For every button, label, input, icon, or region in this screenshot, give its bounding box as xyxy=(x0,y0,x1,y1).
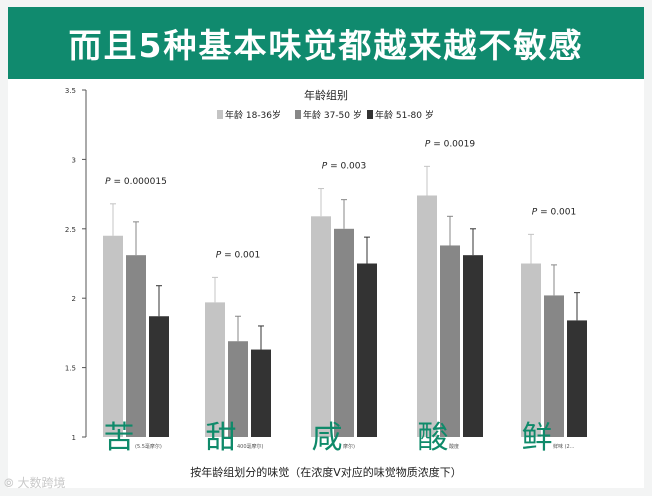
watermark-logo-icon: ⦾ xyxy=(4,476,14,490)
chart-panel: 3.5 3 2.5 2 1.5 1 年龄组别年龄 18-36岁 年龄 37-50 岁 年龄 51… xyxy=(8,79,644,488)
category-label: 酸 xyxy=(418,420,449,456)
bar xyxy=(544,295,564,437)
y-tick-label: 2.5 xyxy=(65,226,76,234)
bar xyxy=(205,302,225,437)
category-sublabel: (5.5毫摩尔) xyxy=(135,443,162,450)
bar xyxy=(357,263,377,437)
watermark-text: 大数跨境 xyxy=(17,476,66,490)
banner-title: 而且5种基本味觉都越来越不敏感 xyxy=(68,26,584,65)
bar xyxy=(103,235,123,437)
watermark: ⦾ 大数跨境 xyxy=(4,474,65,491)
legend-swatch xyxy=(217,110,223,119)
bar xyxy=(228,341,248,437)
y-tick-label: 1 xyxy=(72,434,76,442)
p-value-label: P = 0.001 xyxy=(216,250,260,260)
category-label: 甜 xyxy=(206,420,237,456)
bar xyxy=(311,216,331,437)
bar xyxy=(567,320,587,437)
y-tick-label: 1.5 xyxy=(65,365,76,373)
legend-label: 年龄 18-36岁 xyxy=(225,109,281,121)
y-tick-label: 3.5 xyxy=(65,87,76,95)
legend-label: 年龄 37-50 岁 xyxy=(303,109,362,121)
category-sublabel: 400毫摩尔) xyxy=(237,443,264,450)
bar xyxy=(521,263,541,437)
bar xyxy=(126,255,146,437)
category-sublabel: 鲜味 (2... xyxy=(553,443,575,450)
legend-swatch xyxy=(367,110,373,119)
y-tick-label: 3 xyxy=(72,156,76,164)
p-value-label: P = 0.0019 xyxy=(425,139,475,149)
y-tick-label: 2 xyxy=(72,295,76,303)
page-banner: 而且5种基本味觉都越来越不敏感 xyxy=(8,7,644,79)
x-axis-title: 按年龄组划分的味觉（在浓度V对应的味觉物质浓度下） xyxy=(190,465,462,479)
legend-swatch xyxy=(295,110,301,119)
bar xyxy=(149,316,169,437)
p-value-label: P = 0.003 xyxy=(322,162,366,172)
category-sublabel: 摩尔) xyxy=(343,443,355,450)
bar xyxy=(251,349,271,437)
p-value-label: P = 0.000015 xyxy=(105,177,167,187)
category-label: 苦 xyxy=(104,420,135,456)
bar xyxy=(463,255,483,437)
legend-label: 年龄 51-80 岁 xyxy=(375,109,434,121)
chart-title: 年龄组别 xyxy=(304,88,348,102)
category-label: 鲜 xyxy=(522,420,553,456)
p-value-label: P = 0.001 xyxy=(532,207,576,217)
bar xyxy=(334,228,354,437)
bar xyxy=(417,195,437,437)
category-sublabel: 酸度 xyxy=(449,443,459,450)
bar xyxy=(440,245,460,437)
category-label: 咸 xyxy=(312,420,343,456)
